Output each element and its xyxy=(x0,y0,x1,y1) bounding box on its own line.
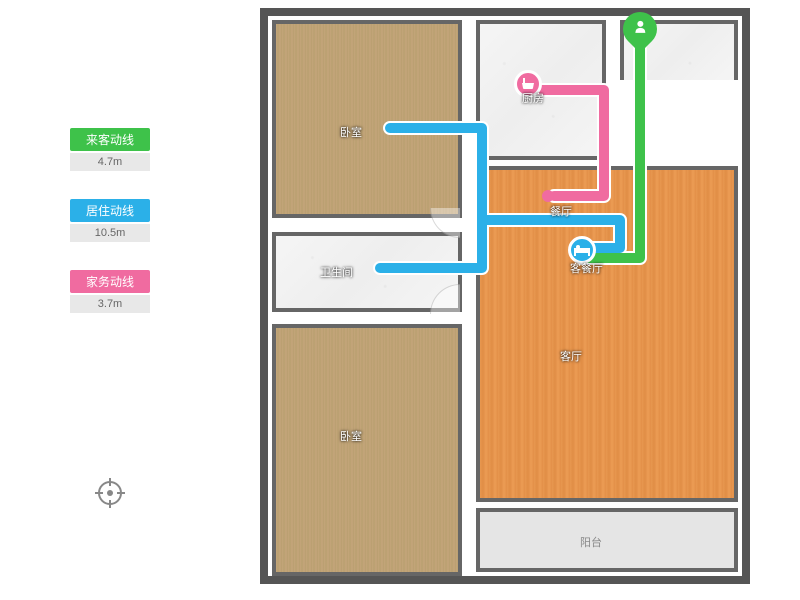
label-balcony: 阳台 xyxy=(580,534,602,550)
label-kitchen: 厨房 xyxy=(522,90,544,106)
label-dining: 餐厅 xyxy=(550,203,572,219)
marker-person-icon xyxy=(623,12,657,46)
legend-label-chore: 家务动线 xyxy=(70,270,150,293)
label-bathroom: 卫生间 xyxy=(320,264,353,280)
legend-value-guest: 4.7m xyxy=(70,153,150,171)
label-bedroom2: 卧室 xyxy=(340,428,362,444)
floorplan: 卧室 卫生间 卧室 厨房 餐厅 客餐厅 客厅 阳台 xyxy=(260,8,760,592)
legend-item-living: 居住动线 10.5m xyxy=(70,199,150,242)
legend-value-living: 10.5m xyxy=(70,224,150,242)
label-living-dining: 客餐厅 xyxy=(570,260,603,276)
legend-label-living: 居住动线 xyxy=(70,199,150,222)
label-bedroom1: 卧室 xyxy=(340,124,362,140)
legend-label-guest: 来客动线 xyxy=(70,128,150,151)
room-balcony xyxy=(476,508,738,572)
legend-item-chore: 家务动线 3.7m xyxy=(70,270,150,313)
legend: 来客动线 4.7m 居住动线 10.5m 家务动线 3.7m xyxy=(70,128,150,341)
legend-item-guest: 来客动线 4.7m xyxy=(70,128,150,171)
marker-sofa-icon xyxy=(542,190,554,202)
label-living: 客厅 xyxy=(560,348,582,364)
room-living xyxy=(476,166,738,502)
legend-value-chore: 3.7m xyxy=(70,295,150,313)
room-bedroom2 xyxy=(272,324,462,576)
compass-icon xyxy=(95,478,125,513)
room-bedroom1 xyxy=(272,20,462,218)
